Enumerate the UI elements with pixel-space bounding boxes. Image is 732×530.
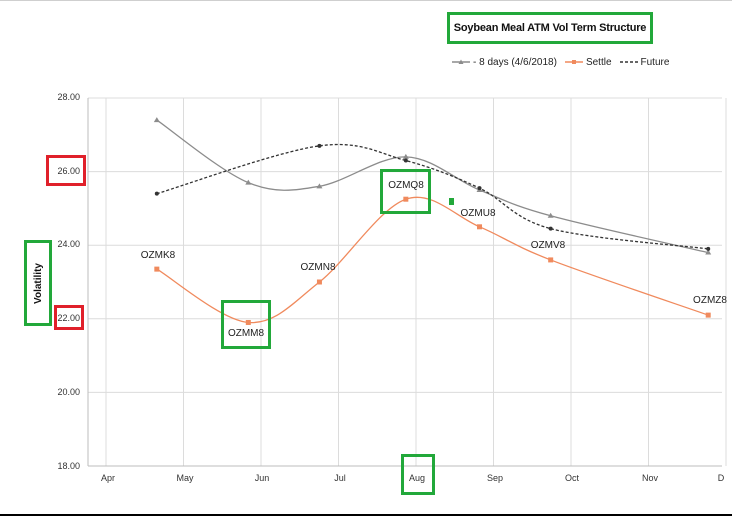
y-axis-label-box: Volatility [24,240,52,326]
highlight-green-ozmq8 [380,169,431,214]
data-point-0-3 [402,153,409,159]
y-tick-label: 28.00 [57,92,80,102]
y-tick-label: 22.00 [57,313,80,323]
x-tick-label: May [176,473,194,483]
legend-triangle-line-icon [452,59,470,64]
bottom-frame-line [0,514,732,516]
x-tick-label: Oct [564,473,579,483]
point-label-ozmm8: OZMM8 [227,328,265,339]
legend-label-future: Future [640,56,670,68]
data-point-1-0 [154,266,160,272]
legend: - 8 days (4/6/2018) Settle Future [452,55,677,69]
data-point-1-6 [705,312,711,318]
point-label-ozmq8: OZMQ8 [388,180,424,191]
point-label-ozmz8: OZMZ8 [693,295,727,306]
legend-label-8days: - 8 days (4/6/2018) [473,56,557,68]
data-point-1-3 [403,196,409,202]
x-tick-label: D [717,473,725,483]
data-point-1-1 [245,319,251,325]
highlight-green-ozmm8 [221,300,271,349]
data-point-2-2 [403,158,408,163]
y-tick-label: 26.00 [57,166,80,176]
data-point-2-4 [548,226,553,231]
legend-label-settle: Settle [585,56,612,68]
point-label-ozmv8: OZMV8 [530,240,566,251]
highlight-green-aug [401,454,435,495]
y-tick-label: 20.00 [57,387,80,397]
data-point-1-5 [548,257,554,263]
y-tick-label: 18.00 [57,461,80,471]
data-point-0-6 [705,249,712,255]
chart-title-text: Soybean Meal ATM Vol Term Structure [453,22,647,34]
chart-title: Soybean Meal ATM Vol Term Structure [447,12,653,44]
data-point-2-3 [477,186,482,191]
legend-dashed-line-icon [619,61,638,63]
highlight-red-22 [54,305,84,330]
x-tick-label: Jun [254,473,270,483]
x-tick-label: Apr [100,473,115,483]
legend-square-line-icon [564,60,583,64]
data-point-0-5 [547,212,554,218]
data-point-0-1 [245,179,252,185]
top-frame-line [0,0,732,1]
data-point-0-0 [153,117,160,123]
x-tick-label: Aug [408,473,425,483]
data-point-2-1 [317,143,322,148]
x-tick-label: Jul [334,473,346,483]
data-point-1-2 [316,279,322,285]
highlight-red-26 [46,155,86,186]
data-point-1-4 [477,224,483,230]
y-axis-label: Volatility [32,262,44,304]
point-label-ozmk8: OZMK8 [140,250,176,261]
legend-item-8days: - 8 days (4/6/2018) [452,57,557,68]
legend-item-settle: Settle [564,56,612,68]
green-marker [449,198,454,205]
data-point-2-5 [706,246,711,251]
point-label-ozmu8: OZMU8 [460,208,496,219]
series-line-0 [156,119,709,254]
data-point-2-0 [154,191,159,196]
series-line-2 [156,143,709,250]
data-point-0-2 [316,183,323,189]
x-tick-label: Nov [641,473,658,483]
x-tick-label: Sep [486,473,503,483]
point-label-ozmn8: OZMN8 [300,262,336,273]
legend-item-future: Future [619,56,670,68]
y-tick-label: 24.00 [57,239,80,249]
